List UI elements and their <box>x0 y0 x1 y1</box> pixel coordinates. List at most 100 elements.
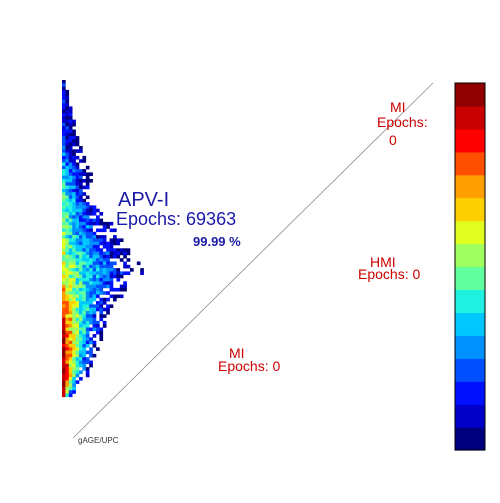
heatmap-cell <box>89 264 93 269</box>
heatmap-cell <box>113 241 117 246</box>
heatmap-cell <box>75 169 80 173</box>
heatmap-cell <box>62 334 66 338</box>
heatmap-cell <box>62 278 66 282</box>
heatmap-cell <box>62 103 66 107</box>
heatmap-cell <box>102 281 107 285</box>
heatmap-cell <box>119 258 124 262</box>
heatmap-cell <box>62 106 66 110</box>
heatmap-cell <box>109 254 114 259</box>
heatmap-cell <box>79 245 83 249</box>
heatmap-cell <box>68 188 73 193</box>
heatmap-cell <box>62 136 66 140</box>
heatmap-cell <box>68 304 73 308</box>
heatmap-cell <box>99 284 104 289</box>
heatmap-cell <box>62 340 66 345</box>
heatmap-cell <box>96 208 100 213</box>
heatmap-cell <box>75 149 80 153</box>
heatmap-cell <box>102 235 107 239</box>
heatmap-cell <box>92 261 97 266</box>
heatmap-cell <box>68 327 73 332</box>
heatmap-cell <box>65 169 70 173</box>
heatmap-cell <box>65 248 70 252</box>
heatmap-cell <box>79 241 83 246</box>
heatmap-cell <box>109 261 114 266</box>
mi-top-epochs-label: Epochs: <box>377 114 428 130</box>
heatmap-cell <box>79 297 83 302</box>
heatmap-cell <box>72 380 76 384</box>
heatmap-cell <box>79 304 83 308</box>
heatmap-cell <box>68 185 73 190</box>
heatmap-cell <box>65 202 70 206</box>
heatmap-cell <box>65 337 70 341</box>
heatmap-cell <box>62 330 66 335</box>
heatmap-cell <box>79 179 83 183</box>
heatmap-cell <box>72 254 76 259</box>
heatmap-cell <box>62 294 66 299</box>
heatmap-cell <box>72 139 76 143</box>
heatmap-cell <box>106 264 110 269</box>
heatmap-cell <box>82 198 87 203</box>
heatmap-cell <box>75 172 80 176</box>
heatmap-cell <box>62 126 66 130</box>
heatmap-cell <box>68 218 73 223</box>
heatmap-cell <box>65 334 70 338</box>
heatmap-cell <box>68 136 73 140</box>
heatmap-cell <box>62 119 66 124</box>
heatmap-cell <box>126 251 131 256</box>
heatmap-cell <box>102 274 107 279</box>
heatmap-cell <box>62 284 66 289</box>
heatmap-cell <box>72 149 76 153</box>
heatmap-cell <box>106 271 110 275</box>
heatmap-cell <box>75 251 80 256</box>
heatmap-cell <box>72 188 76 193</box>
heatmap-cell <box>65 188 70 193</box>
heatmap-cell <box>68 380 73 384</box>
heatmap-cell <box>62 274 66 279</box>
heatmap-cell <box>62 228 66 233</box>
heatmap-cell <box>116 268 121 272</box>
heatmap-cell <box>72 367 76 371</box>
heatmap-cell <box>75 337 80 341</box>
heatmap-cell <box>99 317 104 322</box>
heatmap-cell <box>75 334 80 338</box>
heatmap-cell <box>82 238 87 242</box>
heatmap-cell <box>75 241 80 246</box>
colorbar <box>454 82 486 451</box>
heatmap-cell <box>79 350 83 355</box>
heatmap-cell <box>62 304 66 308</box>
heatmap-cell <box>79 363 83 368</box>
heatmap-cell <box>119 238 124 242</box>
heatmap-cell <box>65 327 70 332</box>
heatmap-cell <box>85 254 90 259</box>
heatmap-cell <box>85 248 90 252</box>
heatmap-cell <box>62 215 66 219</box>
heatmap-cell <box>62 327 66 332</box>
heatmap-cell <box>99 271 104 275</box>
heatmap-cell <box>72 330 76 335</box>
heatmap-cell <box>72 347 76 351</box>
heatmap-cell <box>62 162 66 167</box>
heatmap-cell <box>109 248 114 252</box>
heatmap-cell <box>68 208 73 213</box>
heatmap-cell <box>62 139 66 143</box>
heatmap-cell <box>68 132 73 137</box>
mi-top-epochs-value: 0 <box>389 132 397 148</box>
colorbar-segment <box>455 289 485 313</box>
heatmap-cell <box>65 317 70 322</box>
heatmap-cell <box>130 268 134 272</box>
heatmap-cell <box>79 264 83 269</box>
heatmap-cell <box>109 271 114 275</box>
heatmap-cell <box>109 228 114 233</box>
heatmap-cell <box>123 248 127 252</box>
heatmap-cell <box>65 380 70 384</box>
heatmap-cell <box>65 185 70 190</box>
heatmap-cell <box>113 274 117 279</box>
heatmap-cell <box>89 212 93 216</box>
heatmap-cell <box>65 344 70 348</box>
heatmap-cell <box>82 294 87 299</box>
heatmap-cell <box>65 218 70 223</box>
heatmap-cell <box>89 360 93 365</box>
heatmap-cell <box>65 271 70 275</box>
heatmap-cell <box>72 301 76 305</box>
heatmap-cell <box>72 307 76 312</box>
